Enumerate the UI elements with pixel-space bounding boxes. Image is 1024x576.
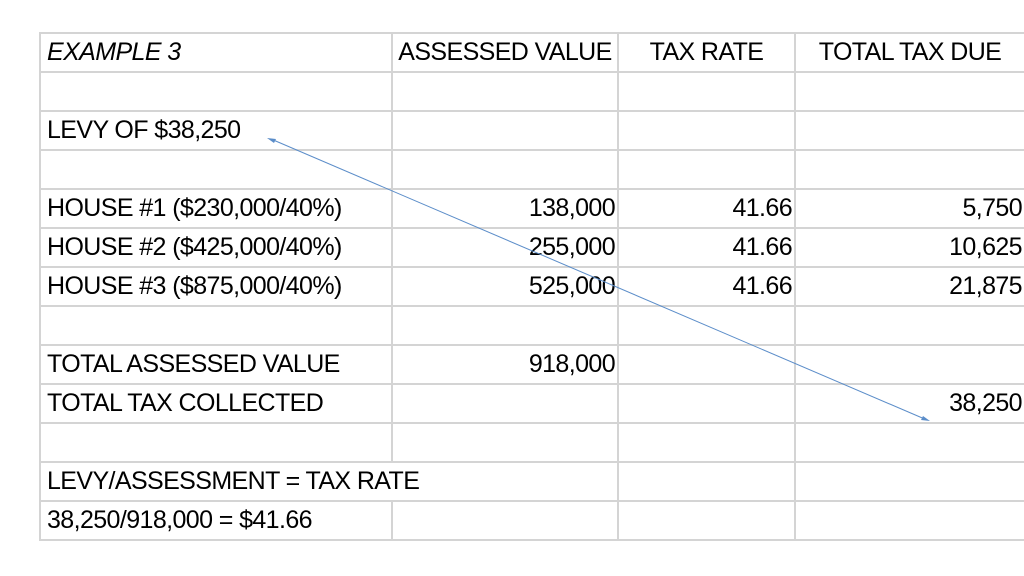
- cell[interactable]: [391, 71, 619, 112]
- house-row: HOUSE #3 ($875,000/40%) 525,000 41.66 21…: [39, 266, 1024, 307]
- empty-row: [39, 149, 1024, 190]
- cell[interactable]: [617, 305, 796, 346]
- tax-table: EXAMPLE 3 ASSESSED VALUE TAX RATE TOTAL …: [39, 32, 1024, 541]
- house-row: HOUSE #2 ($425,000/40%) 255,000 41.66 10…: [39, 227, 1024, 268]
- cell[interactable]: [617, 500, 796, 541]
- empty-row: [39, 305, 1024, 346]
- house-tax-due[interactable]: 21,875: [794, 266, 1024, 307]
- cell[interactable]: [391, 305, 619, 346]
- house-tax-rate[interactable]: 41.66: [617, 266, 796, 307]
- empty-row: [39, 71, 1024, 112]
- cell[interactable]: [617, 149, 796, 190]
- cell[interactable]: [617, 461, 796, 502]
- cell[interactable]: [391, 110, 619, 151]
- total-collected-label[interactable]: TOTAL TAX COLLECTED: [39, 383, 393, 424]
- house-tax-rate[interactable]: 41.66: [617, 227, 796, 268]
- example-label[interactable]: EXAMPLE 3: [39, 32, 393, 73]
- cell[interactable]: [617, 110, 796, 151]
- empty-row: [39, 422, 1024, 463]
- cell[interactable]: [617, 422, 796, 463]
- total-assessed-value[interactable]: 918,000: [391, 344, 619, 385]
- cell[interactable]: [617, 344, 796, 385]
- cell[interactable]: [617, 383, 796, 424]
- house-label[interactable]: HOUSE #1 ($230,000/40%): [39, 188, 393, 229]
- spreadsheet: EXAMPLE 3 ASSESSED VALUE TAX RATE TOTAL …: [39, 32, 1024, 562]
- total-tax-due-header[interactable]: TOTAL TAX DUE: [794, 32, 1024, 73]
- cell[interactable]: [392, 461, 619, 502]
- formula-line1: LEVY/ASSESSMENT = TAX RATE: [47, 467, 420, 495]
- house-assessed-value[interactable]: 138,000: [391, 188, 619, 229]
- cell[interactable]: [39, 305, 393, 346]
- cell[interactable]: [794, 71, 1024, 112]
- cell[interactable]: [39, 71, 393, 112]
- house-row: HOUSE #1 ($230,000/40%) 138,000 41.66 5,…: [39, 188, 1024, 229]
- cell[interactable]: [794, 461, 1024, 502]
- cell[interactable]: [794, 422, 1024, 463]
- assessed-value-header[interactable]: ASSESSED VALUE: [391, 32, 619, 73]
- house-assessed-value[interactable]: 525,000: [391, 266, 619, 307]
- cell[interactable]: [391, 149, 619, 190]
- total-collected-value[interactable]: 38,250: [794, 383, 1024, 424]
- cell[interactable]: [794, 110, 1024, 151]
- house-tax-due[interactable]: 5,750: [794, 188, 1024, 229]
- cell[interactable]: [794, 500, 1024, 541]
- cell[interactable]: [794, 344, 1024, 385]
- house-assessed-value[interactable]: 255,000: [391, 227, 619, 268]
- formula-row: LEVY/ASSESSMENT = TAX RATE: [39, 461, 1024, 502]
- cell[interactable]: [794, 149, 1024, 190]
- formula-text[interactable]: LEVY/ASSESSMENT = TAX RATE: [39, 461, 420, 502]
- cell[interactable]: [391, 422, 619, 463]
- cell[interactable]: [39, 149, 393, 190]
- levy-label[interactable]: LEVY OF $38,250: [39, 110, 393, 151]
- formula-calc[interactable]: 38,250/918,000 = $41.66: [39, 500, 393, 541]
- tax-rate-header[interactable]: TAX RATE: [617, 32, 796, 73]
- house-tax-due[interactable]: 10,625: [794, 227, 1024, 268]
- cell[interactable]: [39, 422, 393, 463]
- house-tax-rate[interactable]: 41.66: [617, 188, 796, 229]
- formula-row: 38,250/918,000 = $41.66: [39, 500, 1024, 541]
- house-label[interactable]: HOUSE #2 ($425,000/40%): [39, 227, 393, 268]
- total-assessed-row: TOTAL ASSESSED VALUE 918,000: [39, 344, 1024, 385]
- cell[interactable]: [794, 305, 1024, 346]
- cell[interactable]: [391, 500, 619, 541]
- cell[interactable]: [391, 383, 619, 424]
- cell[interactable]: [617, 71, 796, 112]
- total-assessed-label[interactable]: TOTAL ASSESSED VALUE: [39, 344, 393, 385]
- header-row: EXAMPLE 3 ASSESSED VALUE TAX RATE TOTAL …: [39, 32, 1024, 73]
- levy-row: LEVY OF $38,250: [39, 110, 1024, 151]
- house-label[interactable]: HOUSE #3 ($875,000/40%): [39, 266, 393, 307]
- total-collected-row: TOTAL TAX COLLECTED 38,250: [39, 383, 1024, 424]
